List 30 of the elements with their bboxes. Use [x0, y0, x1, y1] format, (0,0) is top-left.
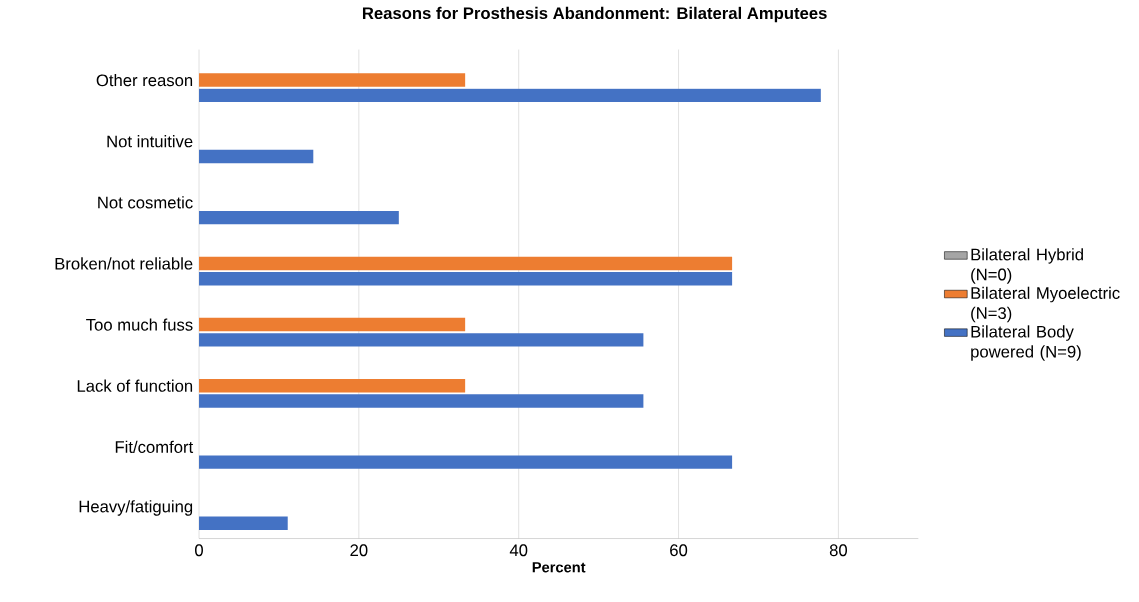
bar [199, 149, 314, 164]
x-tick-label: 80 [829, 544, 848, 557]
bar [199, 256, 733, 271]
y-tick-label: Fit/comfort [115, 440, 194, 453]
chart-title: Reasons for Prosthesis Abandonment: Bilateral Amputees [362, 6, 827, 23]
y-tick-label: Not cosmetic [98, 196, 193, 209]
y-tick-label: Heavy/fatiguing [79, 500, 193, 516]
legend-label: Bilateral Hybrid (N=0) [971, 248, 1083, 284]
bar [199, 317, 466, 332]
bar [199, 394, 644, 408]
bar [199, 333, 644, 347]
bar [199, 88, 821, 103]
bar [199, 455, 733, 469]
legend-label: Bilateral Body powered (N=9) [971, 325, 1081, 361]
y-tick-label: Other reason [96, 73, 193, 87]
y-tick-label: Lack of function [77, 379, 193, 392]
x-tick-label: 20 [350, 544, 368, 557]
x-axis-title: Percent [532, 562, 586, 573]
x-tick-label: 40 [509, 544, 528, 557]
bar [199, 73, 466, 87]
x-tick-label: 0 [195, 544, 203, 557]
y-tick-label: Broken/not reliable [55, 257, 193, 270]
bar [199, 210, 399, 225]
legend-label: Bilateral Myoelectric (N=3) [971, 286, 1120, 323]
y-tick-label: Too much fuss [86, 318, 193, 331]
bar [199, 516, 288, 530]
x-tick-label: 60 [670, 544, 688, 557]
y-tick-label: Not intuitive [107, 135, 193, 148]
bar [199, 272, 733, 286]
bar [199, 378, 466, 393]
